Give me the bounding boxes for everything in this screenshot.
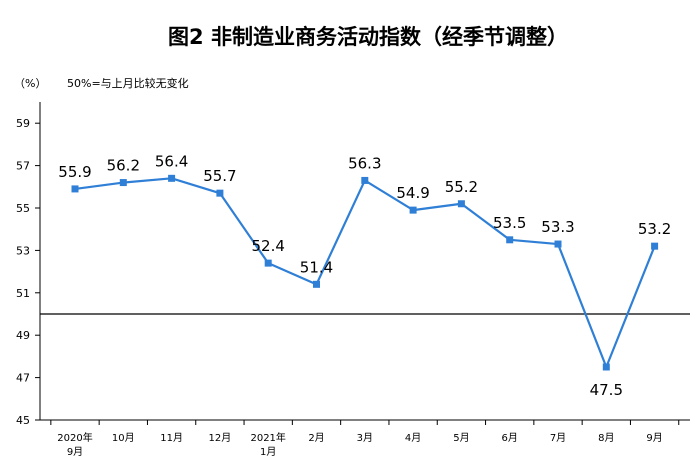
- x-tick-label: 10月: [112, 432, 135, 444]
- x-tick-label: 7月: [550, 432, 566, 444]
- series-group: [71, 174, 659, 371]
- x-tick-label: 2020年: [57, 431, 92, 444]
- x-tick-label: 6月: [502, 432, 518, 444]
- data-label: 53.3: [541, 218, 574, 236]
- data-point: [71, 185, 79, 193]
- axes: 59 57 55 53 51 49 47 45: [16, 102, 690, 427]
- y-tick-label: 51: [16, 287, 30, 300]
- data-point: [361, 176, 369, 184]
- chart-title: 图2 非制造业商务活动指数（经季节调整）: [168, 25, 568, 49]
- data-label: 52.4: [251, 237, 284, 255]
- x-tick-label: 9月: [646, 432, 662, 444]
- x-tick-label: 2月: [308, 432, 324, 444]
- unit-label: （%）: [14, 77, 46, 90]
- data-point: [313, 280, 320, 288]
- y-tick-label: 59: [16, 117, 30, 130]
- data-point: [168, 174, 176, 182]
- data-label: 51.4: [300, 258, 333, 276]
- data-label: 55.7: [203, 167, 236, 185]
- x-tick-label: 3月: [357, 432, 373, 444]
- data-point: [457, 200, 465, 208]
- y-tick-label: 57: [16, 160, 30, 173]
- x-tick-label: 1月: [260, 446, 276, 458]
- data-point: [216, 189, 224, 197]
- x-tick-label: 9月: [67, 446, 83, 458]
- reference-label: 50%=与上月比较无变化: [67, 76, 189, 90]
- data-label: 54.9: [396, 184, 429, 202]
- data-point: [264, 259, 272, 267]
- data-label: 56.3: [348, 154, 381, 172]
- data-label: 56.4: [155, 152, 188, 170]
- data-point: [602, 363, 610, 371]
- y-tick-label: 49: [16, 329, 30, 342]
- data-point: [409, 206, 417, 214]
- data-label: 53.5: [493, 214, 526, 232]
- y-tick-label: 55: [16, 202, 30, 215]
- series-line: [74, 177, 656, 369]
- data-point: [554, 240, 562, 248]
- data-label: 53.2: [638, 220, 671, 238]
- data-label: 56.2: [107, 157, 140, 175]
- x-tick-label: 4月: [405, 432, 421, 444]
- x-tick-label: 12月: [209, 432, 232, 444]
- data-point: [506, 236, 514, 244]
- y-tick-label: 53: [16, 244, 30, 257]
- x-tick-label: 5月: [453, 432, 469, 444]
- data-point: [119, 179, 127, 187]
- data-label: 55.9: [58, 163, 91, 181]
- data-point: [651, 242, 659, 250]
- y-tick-label: 45: [16, 414, 30, 427]
- x-tick-label: 8月: [598, 432, 614, 444]
- x-tick-labels-group: 2020年 9月 10月 11月 12月 2021年 1月 2月 3月 4月 5月 6月 7月 8月 9月: [57, 431, 663, 458]
- y-tick-label: 47: [16, 372, 30, 385]
- data-labels-group: 55.9 56.2 56.4 55.7 52.4 51.4 56.3 54.9 55.2 53.5…: [58, 152, 671, 399]
- data-label: 47.5: [590, 381, 623, 399]
- x-tick-label: 11月: [160, 432, 183, 444]
- data-label: 55.2: [445, 178, 478, 196]
- x-tick-label: 2021年: [250, 431, 285, 444]
